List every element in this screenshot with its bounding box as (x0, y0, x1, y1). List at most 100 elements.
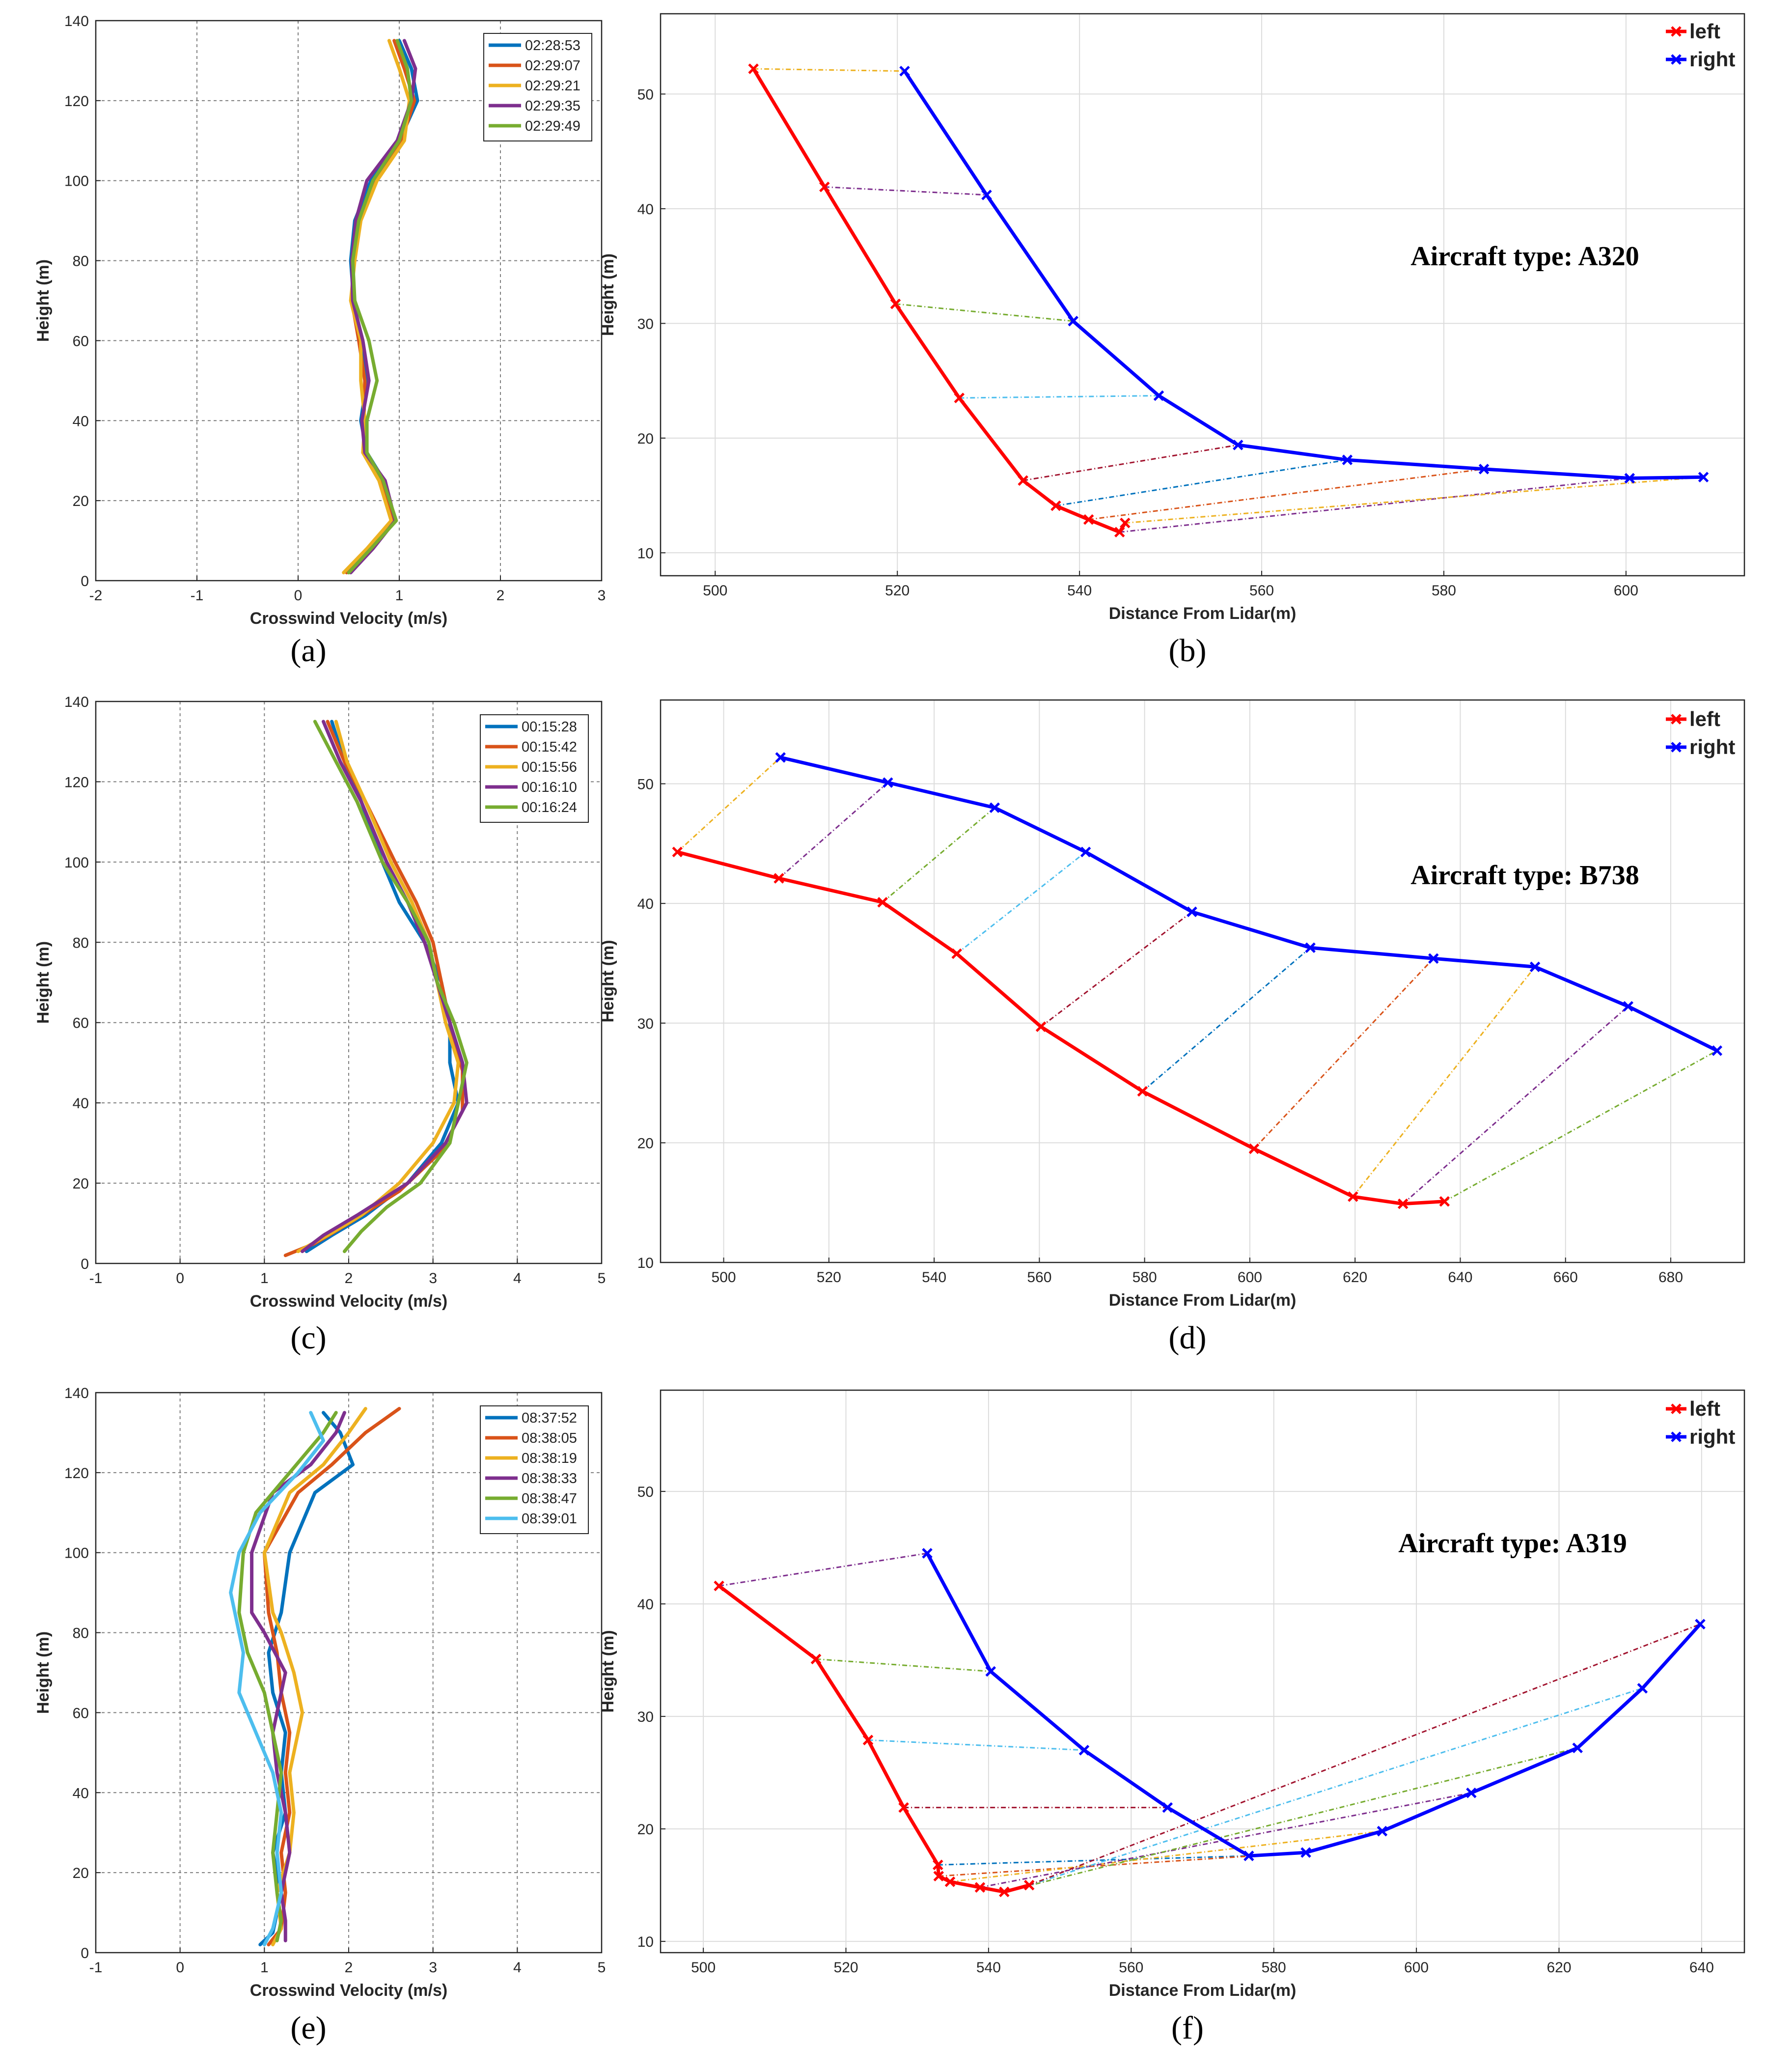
x-axis-label: Distance From Lidar(m) (1109, 604, 1297, 623)
panel-label: (e) (290, 2010, 326, 2046)
series-line-left (677, 850, 1445, 1206)
x-tick-label: 580 (1432, 583, 1456, 599)
data-point-left (951, 948, 962, 959)
y-tick-label: 20 (73, 1176, 89, 1192)
legend-marker-right (1671, 1431, 1682, 1442)
y-tick-label: 40 (637, 201, 654, 218)
series-line-left (752, 68, 1127, 534)
vortex-pair-connector (1022, 444, 1239, 481)
y-tick-label: 20 (73, 1865, 89, 1881)
y-tick-label: 0 (81, 1945, 89, 1961)
vortex-pair-connector (939, 1851, 1306, 1877)
data-point-right (1712, 1045, 1723, 1056)
legend-label: 08:38:33 (522, 1471, 577, 1486)
data-point-left (714, 1580, 724, 1592)
x-tick-label: 620 (1546, 1960, 1571, 1976)
profile-line-00:15:28 (304, 720, 460, 1253)
y-tick-label: 40 (73, 1785, 89, 1801)
y-tick-label: 0 (81, 1256, 89, 1272)
x-axis-label: Crosswind Velocity (m/s) (250, 609, 447, 628)
data-point-left (877, 896, 888, 908)
legend-marker-left (1671, 26, 1682, 37)
y-tick-label: 100 (64, 855, 89, 871)
y-tick-label: 40 (637, 896, 654, 912)
aircraft-type-annotation: Aircraft type: B738 (1410, 860, 1639, 891)
data-point-left (933, 1859, 943, 1871)
vortex-pair-connector (677, 756, 781, 853)
legend-marker-right (1671, 742, 1682, 753)
x-tick-label: 1 (260, 1960, 269, 1976)
x-tick-label: 500 (703, 583, 727, 599)
y-tick-label: 60 (73, 1015, 89, 1032)
y-tick-label: 120 (64, 1465, 89, 1482)
data-point-right (1637, 1683, 1648, 1694)
data-point-right (1623, 1001, 1633, 1012)
x-tick-label: 560 (1249, 583, 1274, 599)
x-tick-label: 500 (691, 1960, 716, 1976)
profile-line-00:15:56 (296, 720, 460, 1253)
legend-label-right: right (1689, 1425, 1735, 1448)
legend-label: 00:15:28 (522, 719, 577, 735)
data-point-left (1035, 1021, 1047, 1032)
y-tick-label: 120 (64, 93, 89, 110)
legend-label: 08:38:47 (522, 1491, 577, 1507)
y-axis-label: Height (m) (599, 940, 617, 1022)
y-tick-label: 50 (637, 1484, 654, 1500)
data-point-right (1466, 1788, 1477, 1798)
y-tick-label: 140 (64, 13, 89, 29)
x-axis-label: Distance From Lidar(m) (1109, 1981, 1297, 2000)
data-point-right (1233, 440, 1243, 450)
data-point-left (1050, 500, 1061, 511)
vortex-pair-connector (1125, 476, 1704, 524)
y-tick-label: 80 (73, 1625, 89, 1642)
vortex-pair-connector (895, 303, 1074, 322)
vortex-pair-connector (824, 186, 987, 196)
x-tick-label: 560 (1027, 1269, 1051, 1286)
vortex-pair-connector (1029, 1687, 1643, 1886)
legend-label: 00:16:24 (522, 800, 577, 815)
vortex-pair-connector (1253, 958, 1434, 1149)
x-tick-label: 4 (513, 1960, 522, 1976)
x-tick-label: 640 (1448, 1269, 1472, 1286)
axes-frame (660, 699, 1745, 1263)
y-tick-label: 30 (637, 316, 654, 332)
x-tick-label: -2 (89, 588, 103, 604)
data-point-left (819, 181, 830, 193)
data-point-left (1439, 1196, 1450, 1207)
data-point-left (672, 846, 683, 858)
y-tick-label: 60 (73, 1705, 89, 1721)
x-tick-label: 2 (345, 1960, 353, 1976)
y-tick-label: 40 (637, 1596, 654, 1613)
chart-panel-d: 500 520 540 560 580 600 620 640 660 680 10 20 30 40 50… (599, 699, 1745, 1356)
data-point-left (1023, 1879, 1035, 1891)
y-tick-label: 40 (73, 413, 89, 429)
vortex-pair-connector (868, 1739, 1084, 1751)
legend-label: 02:29:49 (525, 118, 580, 134)
chart-panel-b: 500 520 540 560 580 600 10 20 30 40 50 Distance Fro… (599, 13, 1745, 669)
x-axis-label: Crosswind Velocity (m/s) (250, 1981, 447, 2000)
y-tick-label: 140 (64, 694, 89, 710)
data-point-right (1078, 1745, 1090, 1756)
data-point-right (1068, 315, 1078, 327)
legend-box (480, 1405, 589, 1534)
aircraft-type-annotation: Aircraft type: A320 (1410, 241, 1639, 272)
data-point-left (898, 1802, 909, 1813)
y-tick-label: 20 (637, 1135, 654, 1151)
vortex-pair-connector (1004, 1747, 1578, 1893)
data-point-left (773, 873, 784, 884)
data-point-right (922, 1548, 933, 1559)
vortex-pair-connector (1444, 1050, 1718, 1203)
x-tick-label: 640 (1689, 1960, 1714, 1976)
data-point-right (1529, 961, 1541, 973)
chart-panel-f: 500 520 540 560 580 600 620 640 10 20 30 40 50 Distan… (599, 1389, 1745, 2046)
x-tick-label: 4 (513, 1270, 522, 1287)
legend-label: 08:38:05 (522, 1430, 577, 1446)
vortex-pair-connector (1142, 947, 1311, 1092)
data-point-left (1114, 527, 1125, 538)
legend-label-right: right (1689, 48, 1735, 71)
legend-label: 02:29:21 (525, 78, 580, 94)
axes-frame (660, 1389, 1745, 1954)
legend-marker-left (1671, 714, 1682, 725)
